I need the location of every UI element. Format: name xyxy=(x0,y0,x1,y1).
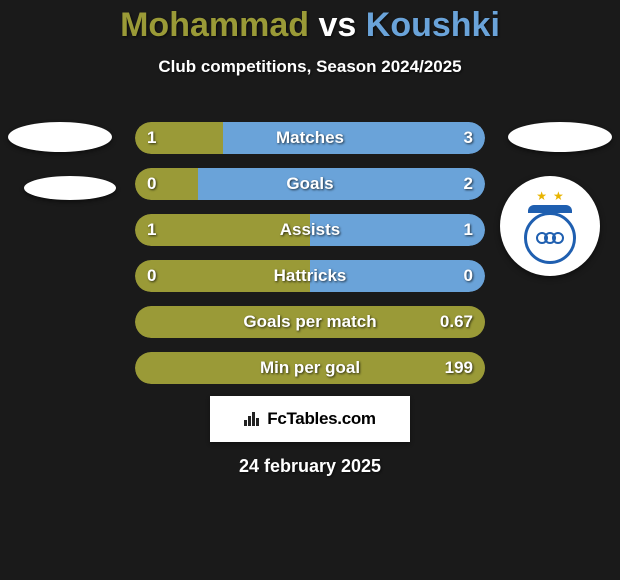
stat-value-left: 1 xyxy=(147,220,156,240)
stat-row: Goals0 2 xyxy=(135,168,485,200)
stat-value-right: 0.67 xyxy=(440,312,473,332)
right-team-oval xyxy=(508,122,612,152)
stat-value-left: 1 xyxy=(147,128,156,148)
stat-label: Matches xyxy=(135,128,485,148)
date-text: 24 february 2025 xyxy=(239,456,381,477)
stat-label: Goals per match xyxy=(135,312,485,332)
stat-row: Matches1 3 xyxy=(135,122,485,154)
stat-value-right: 2 xyxy=(464,174,473,194)
stat-row: Min per goal199 xyxy=(135,352,485,384)
title-vs: vs xyxy=(318,6,356,44)
stat-label: Assists xyxy=(135,220,485,240)
star-icon: ★ xyxy=(553,189,564,203)
star-icon: ★ xyxy=(536,189,547,203)
badge-inner-rings xyxy=(538,232,562,244)
stat-value-right: 199 xyxy=(445,358,473,378)
stat-label: Min per goal xyxy=(135,358,485,378)
stat-value-left: 0 xyxy=(147,266,156,286)
stat-label: Goals xyxy=(135,174,485,194)
title-player1: Mohammad xyxy=(120,6,309,44)
subtitle: Club competitions, Season 2024/2025 xyxy=(0,57,620,77)
right-team-badge: ★ ★ xyxy=(500,176,600,276)
stat-label: Hattricks xyxy=(135,266,485,286)
badge-ribbon xyxy=(528,205,572,213)
team-oval-shape xyxy=(24,176,116,200)
ring-icon xyxy=(552,232,564,244)
badge-stars: ★ ★ xyxy=(536,189,564,203)
fctables-logo-icon xyxy=(244,412,259,426)
stats-container: Matches13Goals02Assists11Hattricks00Goal… xyxy=(135,122,485,398)
brand-name: FcTables.com xyxy=(267,409,376,429)
stat-value-right: 1 xyxy=(464,220,473,240)
stat-row: Hattricks0 0 xyxy=(135,260,485,292)
page-title: Mohammad vs Koushki xyxy=(0,0,620,45)
stat-value-left: 0 xyxy=(147,174,156,194)
team-oval-shape xyxy=(508,122,612,152)
brand-footer: FcTables.com xyxy=(210,396,410,442)
team-oval-shape xyxy=(8,122,112,152)
subtitle-text: Club competitions, Season 2024/2025 xyxy=(158,57,461,76)
stat-row: Assists1 1 xyxy=(135,214,485,246)
stat-value-right: 3 xyxy=(464,128,473,148)
date-value: 24 february 2025 xyxy=(239,456,381,476)
badge-ring xyxy=(524,212,576,264)
stat-value-right: 0 xyxy=(464,266,473,286)
stat-row: Goals per match0.67 xyxy=(135,306,485,338)
title-player2: Koushki xyxy=(366,6,500,44)
